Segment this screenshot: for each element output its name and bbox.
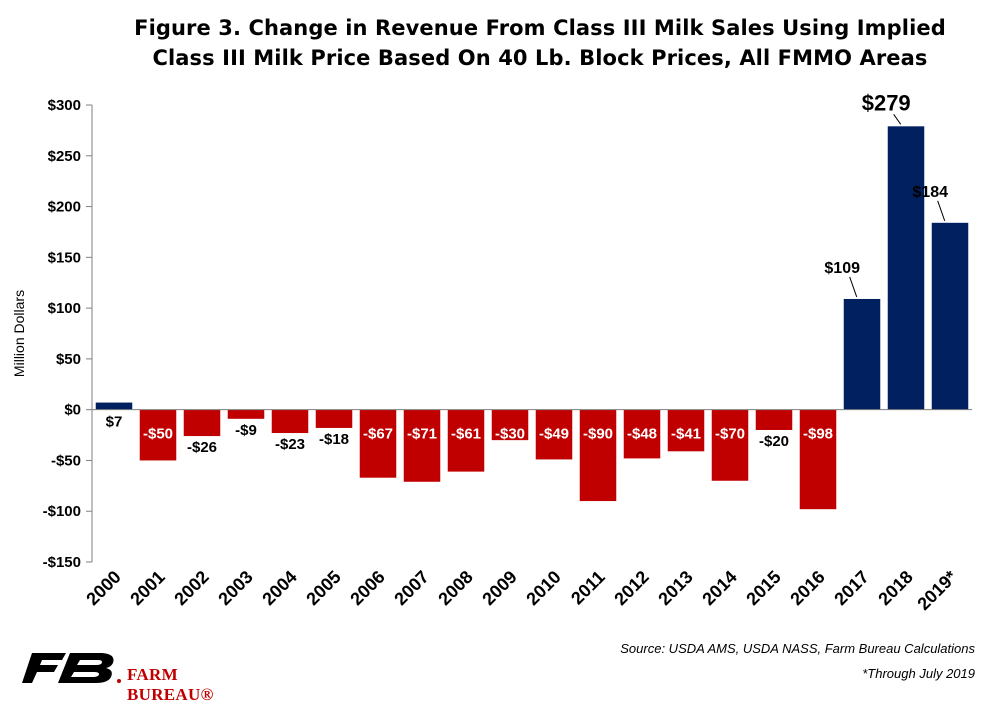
data-label: $7	[106, 414, 123, 431]
leader-line	[893, 114, 902, 125]
x-tick-label: 2001	[126, 567, 168, 609]
data-label: -$49	[539, 426, 569, 443]
brand-name: FARM BUREAU®	[127, 665, 214, 704]
bar-2007	[403, 409, 441, 482]
bar-2016	[799, 409, 837, 510]
x-tick-label: 2003	[214, 567, 256, 609]
x-axis-ticks: 2000 2001 2002 2003 2004 2005 2006 2007 2008 2009…	[82, 567, 960, 614]
data-label: -$26	[187, 439, 217, 456]
data-label: -$90	[583, 426, 613, 443]
data-label: -$48	[627, 426, 657, 443]
bar-2011	[579, 409, 617, 502]
x-tick-label: 2008	[434, 567, 476, 609]
data-label: -$50	[143, 426, 173, 443]
x-tick-label: 2019*	[913, 567, 960, 614]
y-tick-label: -$100	[43, 503, 81, 520]
bar-2019*	[931, 222, 969, 410]
x-tick-label: 2011	[567, 567, 609, 609]
y-tick-label: $0	[64, 402, 81, 419]
x-tick-label: 2009	[478, 567, 520, 609]
data-label: -$41	[671, 426, 701, 443]
bars	[95, 126, 969, 510]
x-tick-label: 2014	[698, 567, 740, 609]
data-label: -$9	[235, 422, 257, 439]
bar-2002	[183, 409, 221, 437]
y-tick-label: $100	[48, 300, 81, 317]
y-tick-label: $250	[48, 148, 81, 165]
y-axis-ticks: $300 $250 $200 $150 $100 $50 $0 -$50 -$100 -$150	[43, 97, 92, 571]
bar-2008	[447, 409, 485, 472]
data-label: $279	[862, 90, 911, 115]
data-label: -$67	[363, 426, 393, 443]
bar-2012	[623, 409, 661, 459]
x-tick-label: 2000	[82, 567, 124, 609]
farm-bureau-logo-mark	[22, 653, 121, 683]
bar-2009	[491, 409, 529, 441]
y-axis-label: Million Dollars	[11, 290, 27, 377]
bar-2005	[315, 409, 353, 428]
x-tick-label: 2002	[170, 567, 212, 609]
bar-2018	[887, 126, 925, 410]
data-label: -$61	[451, 426, 481, 443]
bar-2003	[227, 409, 265, 419]
bar-2004	[271, 409, 309, 434]
data-label: $109	[824, 260, 860, 277]
x-tick-label: 2018	[874, 567, 916, 609]
data-label: -$71	[407, 426, 437, 443]
bar-2014	[711, 409, 749, 481]
bar-2001	[139, 409, 177, 461]
farm-bureau-logo: FARM BUREAU®	[22, 651, 252, 704]
x-tick-label: 2007	[390, 567, 432, 609]
chart-title-line-1: Figure 3. Change in Revenue From Class I…	[134, 16, 946, 40]
x-tick-label: 2010	[522, 567, 564, 609]
bar-chart: $300$250$200$150$100$50$0-$50-$100-$150 …	[11, 90, 972, 614]
leader-line	[849, 276, 858, 298]
data-label: -$98	[803, 426, 833, 443]
x-tick-label: 2017	[830, 567, 872, 609]
x-tick-label: 2005	[302, 567, 344, 609]
bar-2017	[843, 298, 881, 410]
y-tick-label: -$50	[51, 452, 81, 469]
data-label: -$20	[759, 433, 789, 450]
data-label: -$30	[495, 426, 525, 443]
x-tick-label: 2013	[654, 567, 696, 609]
data-label: $184	[912, 184, 948, 201]
bar-2013	[667, 409, 705, 452]
x-tick-label: 2012	[610, 567, 652, 609]
y-tick-label: -$150	[43, 554, 81, 571]
source-note: Source: USDA AMS, USDA NASS, Farm Bureau…	[620, 641, 975, 656]
y-tick-label: $300	[48, 97, 81, 114]
bar-2015	[755, 409, 793, 430]
leader-line	[937, 200, 946, 221]
data-label: -$18	[319, 431, 349, 448]
data-labels: $7 -$50 -$26 -$9 -$23 -$18 -$67 -$71 -$61 -$30 -$4…	[106, 90, 948, 456]
x-tick-label: 2006	[346, 567, 388, 609]
chart-title-line-2: Class III Milk Price Based On 40 Lb. Blo…	[152, 46, 928, 70]
footnote: *Through July 2019	[862, 666, 975, 681]
x-tick-label: 2016	[786, 567, 828, 609]
bar-2006	[359, 409, 397, 478]
data-label: -$70	[715, 426, 745, 443]
x-tick-label: 2004	[258, 567, 300, 609]
bar-2010	[535, 409, 573, 460]
y-tick-label: $50	[56, 351, 81, 368]
data-label: -$23	[275, 436, 305, 453]
y-tick-label: $200	[48, 199, 81, 216]
y-tick-label: $150	[48, 249, 81, 266]
x-tick-label: 2015	[742, 567, 784, 609]
bar-2000	[95, 402, 133, 410]
